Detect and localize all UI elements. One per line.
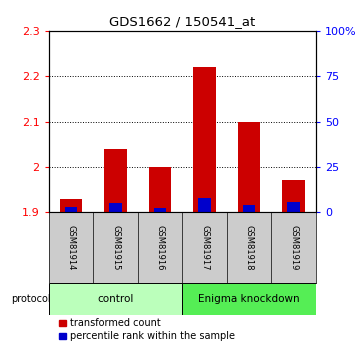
Bar: [109, 203, 122, 212]
Bar: [282, 180, 305, 212]
Legend: transformed count, percentile rank within the sample: transformed count, percentile rank withi…: [59, 318, 235, 341]
Bar: [49, 283, 182, 315]
Text: GSM81917: GSM81917: [200, 225, 209, 270]
Bar: [149, 167, 171, 212]
Text: GSM81918: GSM81918: [245, 225, 253, 270]
Bar: [199, 198, 211, 212]
Bar: [243, 205, 255, 212]
Bar: [182, 283, 316, 315]
Text: GSM81916: GSM81916: [156, 225, 165, 270]
Bar: [65, 207, 77, 212]
Title: GDS1662 / 150541_at: GDS1662 / 150541_at: [109, 16, 256, 29]
Bar: [154, 208, 166, 212]
Bar: [238, 121, 260, 212]
Text: GSM81919: GSM81919: [289, 225, 298, 270]
Bar: [193, 67, 216, 212]
Bar: [287, 202, 300, 212]
Text: protocol: protocol: [11, 294, 51, 304]
Bar: [104, 149, 127, 212]
Text: GSM81914: GSM81914: [66, 225, 75, 270]
Text: Enigma knockdown: Enigma knockdown: [198, 294, 300, 304]
Bar: [60, 199, 82, 212]
Text: GSM81915: GSM81915: [111, 225, 120, 270]
Text: control: control: [97, 294, 134, 304]
